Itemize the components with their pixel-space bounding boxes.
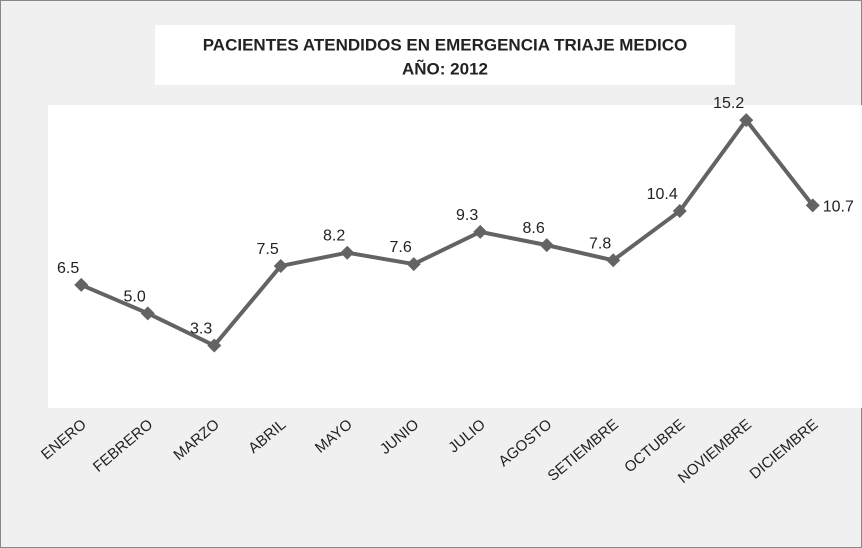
data-point	[606, 253, 621, 268]
data-point	[739, 113, 754, 128]
data-label: 8.6	[523, 220, 545, 237]
data-point	[539, 238, 554, 253]
data-point	[207, 338, 222, 353]
data-label: 7.6	[390, 239, 412, 256]
data-point	[140, 306, 155, 321]
data-label: 10.4	[647, 186, 678, 203]
chart-subtitle: AÑO: 2012	[402, 58, 488, 78]
chart-title: PACIENTES ATENDIDOS EN EMERGENCIA TRIAJE…	[203, 35, 688, 54]
plot-area	[48, 105, 862, 408]
data-point	[805, 198, 820, 213]
data-label: 15.2	[713, 95, 744, 112]
title-box	[155, 25, 735, 85]
data-label: 9.3	[456, 207, 478, 224]
data-point	[74, 277, 89, 292]
data-label: 10.7	[823, 198, 854, 215]
data-label: 5.0	[124, 288, 146, 305]
data-line	[80, 118, 815, 348]
data-point	[340, 245, 355, 260]
data-point	[273, 258, 288, 273]
data-label: 8.2	[323, 228, 345, 245]
data-point	[672, 204, 687, 219]
data-label: 7.8	[589, 235, 611, 252]
data-point	[473, 224, 488, 239]
data-point	[406, 257, 421, 272]
data-label: 3.3	[190, 321, 212, 338]
data-label: 7.5	[257, 241, 279, 258]
data-label: 6.5	[57, 260, 79, 277]
